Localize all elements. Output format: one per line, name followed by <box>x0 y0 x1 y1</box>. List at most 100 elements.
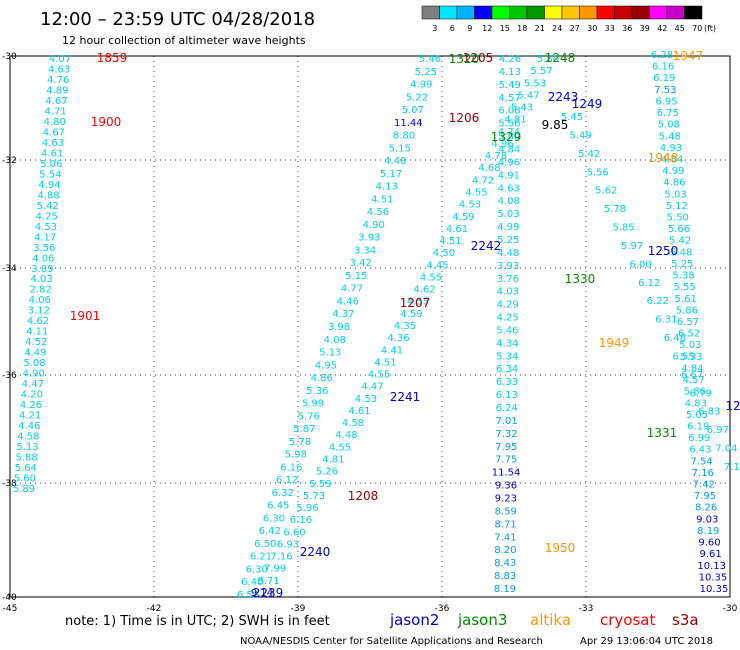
wave-height-value: 3.76 <box>497 274 519 285</box>
wave-height-value: 5.49 <box>499 80 521 91</box>
wave-height-value: 6.00 <box>629 259 651 270</box>
wave-height-value: 5.25 <box>671 259 693 270</box>
wave-height-value: 7.32 <box>495 429 517 440</box>
pass-time-label: 1947 <box>673 49 704 63</box>
wave-height-value: 5.46 <box>496 326 518 337</box>
wave-height-value: 4.55 <box>465 188 487 199</box>
scale-label: 39 <box>640 24 650 33</box>
wave-height-value: 6.55 <box>672 352 694 363</box>
wave-height-value: 4.13 <box>499 67 521 78</box>
wave-height-value: 5.42 <box>669 236 691 247</box>
longitude-tick-label: -33 <box>579 604 594 614</box>
pass-time-label: 1249 <box>572 97 603 111</box>
wave-height-value: 5.22 <box>406 92 428 103</box>
scale-swatch <box>491 5 510 20</box>
wave-height-value: 4.26 <box>499 54 521 65</box>
scale-label: 6 <box>450 24 455 33</box>
wave-height-value: 5.98 <box>285 450 307 461</box>
wave-height-value: 4.25 <box>496 313 518 324</box>
latitude-tick-label: -30 <box>2 52 17 62</box>
wave-height-value: 4.83 <box>685 398 707 409</box>
scale-swatch <box>649 5 668 20</box>
wave-height-value: 6.33 <box>496 377 518 388</box>
wave-height-value: 5.03 <box>664 189 686 200</box>
wave-height-value: 8.80 <box>393 131 415 142</box>
wave-height-value: 4.53 <box>35 222 57 233</box>
wave-height-value: 4.20 <box>21 390 43 401</box>
latitude-tick-label: -32 <box>2 156 17 166</box>
wave-height-value: 5.05 <box>686 410 708 421</box>
wave-height-value: 5.13 <box>319 348 341 359</box>
wave-height-value: 4.56 <box>367 207 389 218</box>
wave-height-value: 6.57 <box>677 317 699 328</box>
scale-swatch <box>666 5 685 20</box>
wave-height-value: 5.25 <box>497 235 519 246</box>
wave-height-value: 4.25 <box>36 211 58 222</box>
wave-height-value: 6.95 <box>655 96 677 107</box>
wave-height-value: 7.01 <box>495 416 517 427</box>
wave-height-value: 11.54 <box>492 468 521 479</box>
wave-height-value: 6.83 <box>698 407 720 418</box>
wave-height-value: 4.58 <box>17 432 39 443</box>
scale-label: 24 <box>552 24 562 33</box>
wave-height-value: 4.86 <box>311 373 333 384</box>
wave-height-value: 4.99 <box>497 222 519 233</box>
wave-height-value: 5.38 <box>672 271 694 282</box>
units-note: note: 1) Time is in UTC; 2) SWH is in fe… <box>65 614 330 629</box>
wave-height-value: 5.34 <box>496 351 518 362</box>
scale-label: 33 <box>605 24 615 33</box>
wave-height-value: 4.59 <box>452 212 474 223</box>
scale-swatch <box>614 5 633 20</box>
wave-height-value: 4.61 <box>348 406 370 417</box>
wave-height-value: 6.13 <box>496 390 518 401</box>
wave-height-value: 6.67 <box>681 370 703 381</box>
wave-height-value: 4.76 <box>47 75 69 86</box>
wave-height-value: 5.76 <box>298 411 320 422</box>
wave-height-value: 5.89 <box>13 484 35 495</box>
pass-time-label: 1208 <box>348 489 379 503</box>
wave-height-value: 4.81 <box>322 455 344 466</box>
wave-height-tracks: 4.074.634.764.894.674.714.804.674.634.61… <box>13 50 740 601</box>
wave-height-value: 5.53 <box>524 78 546 89</box>
scale-label: 9 <box>467 24 472 33</box>
pass-time-label: 1950 <box>545 541 576 555</box>
wave-height-value: 4.08 <box>324 335 346 346</box>
wave-height-value: 6.08 <box>498 106 520 117</box>
wave-height-value: 7.95 <box>694 491 716 502</box>
wave-height-value: 6.48 <box>664 333 686 344</box>
wave-height-value: 5.54 <box>39 169 61 180</box>
wave-height-value: 6.30 <box>263 513 285 524</box>
wave-height-value: 7.75 <box>495 455 517 466</box>
pass-time-label: 2241 <box>390 390 421 404</box>
wave-height-value: 10.13 <box>697 561 726 572</box>
wave-height-value: 4.90 <box>23 369 45 380</box>
wave-height-value: 5.56 <box>498 119 520 130</box>
wave-height-value: 7.42 <box>693 480 715 491</box>
wave-height-value: 5.86 <box>684 387 706 398</box>
wave-height-value: 8.59 <box>495 506 517 517</box>
wave-height-value: 4.50 <box>433 248 455 259</box>
wave-height-value: 7.99 <box>264 564 286 575</box>
wave-height-value: 4.11 <box>26 327 48 338</box>
wave-height-value: 4.95 <box>315 360 337 371</box>
legend-item-cryosat: cryosat <box>600 611 655 629</box>
wave-height-value: 5.88 <box>15 453 37 464</box>
wave-height-value: 4.78 <box>485 151 507 162</box>
wave-height-value: 3.93 <box>358 233 380 244</box>
wave-height-value: 3.89 <box>31 264 53 275</box>
wave-height-value: 5.64 <box>15 463 37 474</box>
scale-swatch <box>509 5 528 20</box>
wave-height-value: 5.33 <box>680 352 702 363</box>
wave-height-value: 5.49 <box>569 130 591 141</box>
wave-height-value: 4.94 <box>38 180 60 191</box>
wave-height-value: 4.13 <box>376 182 398 193</box>
scale-swatch <box>474 5 493 20</box>
scale-label: 30 <box>587 24 597 33</box>
wave-height-value: 9.60 <box>698 538 720 549</box>
wave-height-value: 5.25 <box>415 67 437 78</box>
pass-time-label: 1206 <box>449 111 480 125</box>
wave-height-value: 4.08 <box>498 196 520 207</box>
pass-time-label: 1331 <box>647 426 678 440</box>
latitude-tick-label: -40 <box>2 593 17 603</box>
